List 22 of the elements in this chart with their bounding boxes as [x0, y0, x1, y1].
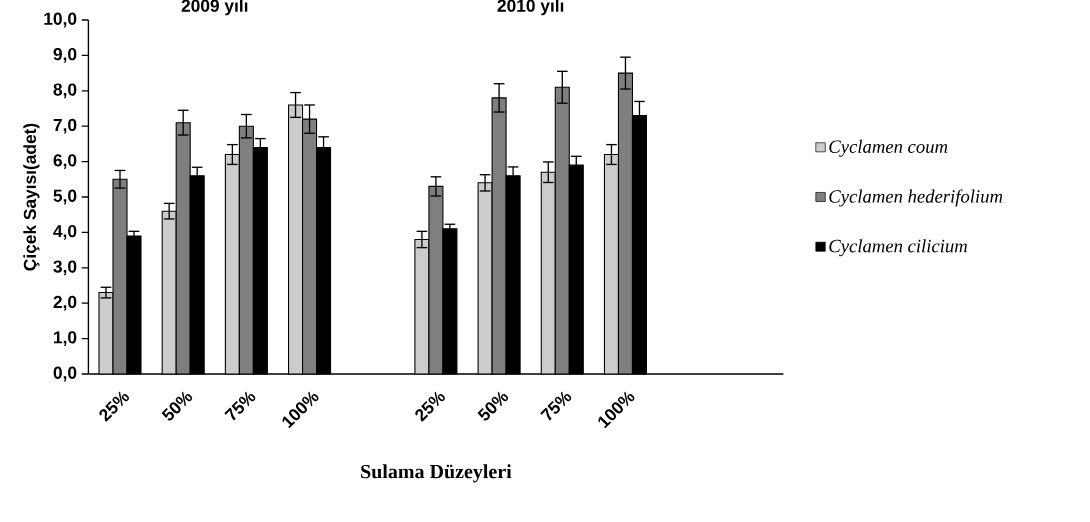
text: 2009 yılı — [181, 0, 248, 16]
y-axis-title: Çiçek Sayısı(adet) — [23, 123, 40, 271]
y-tick-label: 2,0 — [53, 295, 77, 311]
legend-label: Cyclamen hederifolium — [829, 189, 1003, 207]
y-tick-label: 10,0 — [44, 12, 77, 28]
text: 2010 yılı — [497, 0, 564, 16]
y-tick-label: 9,0 — [53, 48, 77, 63]
y-tick-label: 0,0 — [53, 366, 77, 382]
y-tick-label: 4,0 — [53, 225, 77, 240]
y-tick-label: 8,0 — [53, 83, 77, 99]
x-tick-label: 50% — [161, 391, 193, 421]
y-tick-label: 5,0 — [53, 189, 77, 205]
y-tick-label: 7,0 — [53, 118, 77, 134]
y-tick-label: 6,0 — [53, 154, 77, 169]
y-tick-label: 1,0 — [54, 331, 77, 346]
legend-label: Cyclamen coum — [829, 139, 948, 157]
x-tick-label: 75% — [224, 391, 256, 421]
x-axis-title: Sulama Düzeyleri — [361, 464, 512, 483]
legend-label: Cyclamen cilicium — [829, 239, 967, 257]
x-tick-label: 50% — [477, 391, 509, 421]
y-tick-label: 3,0 — [53, 260, 77, 276]
x-tick-label: 75% — [540, 391, 572, 421]
